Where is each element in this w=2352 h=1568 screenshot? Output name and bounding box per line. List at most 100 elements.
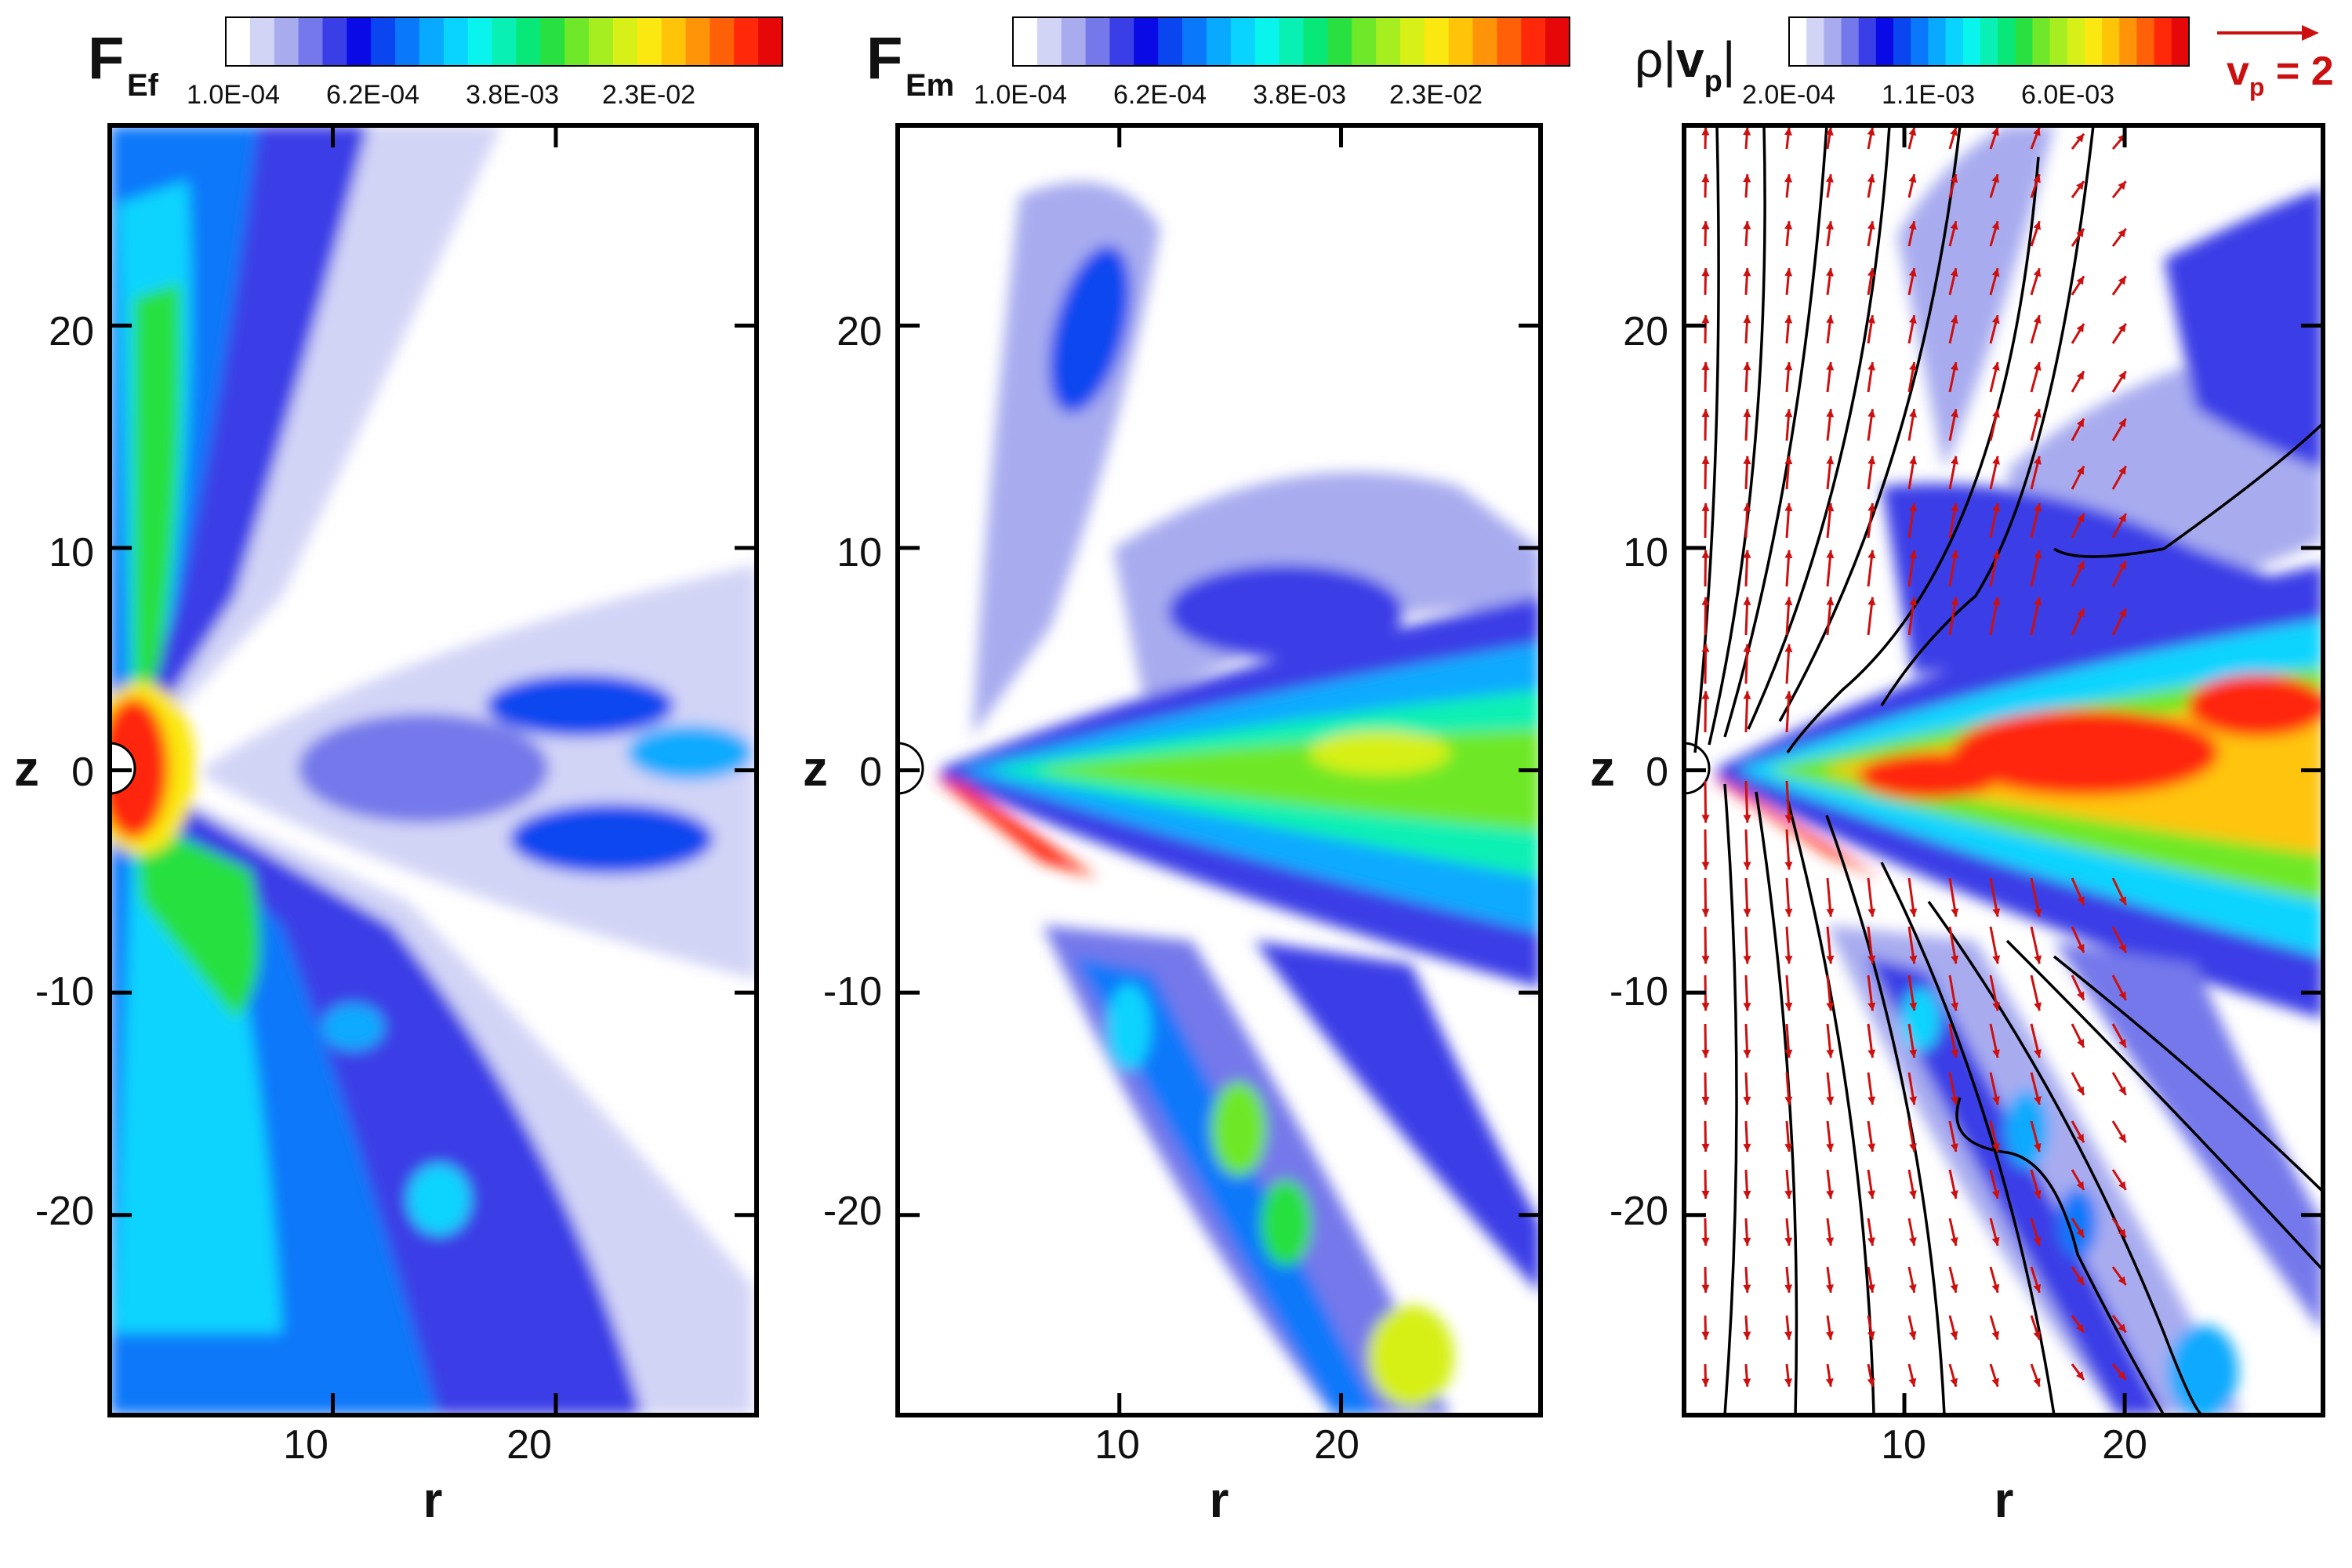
velocity-vector-head <box>1826 362 1835 371</box>
velocity-vector-head <box>1743 315 1751 324</box>
panel-3-x-axis-label: r <box>1994 1472 2014 1528</box>
velocity-vector-head <box>1701 597 1710 605</box>
velocity-vector-head <box>1950 1237 1958 1246</box>
velocity-vector-head <box>1743 691 1751 699</box>
velocity-vector-head <box>1950 127 1958 136</box>
panel-3-x-tick-label: 20 <box>2102 1422 2147 1468</box>
velocity-vector-head <box>1909 456 1918 465</box>
velocity-vector-head <box>1992 1096 2000 1105</box>
velocity-vector-head <box>1743 550 1751 558</box>
velocity-vector-head <box>1826 315 1835 324</box>
panel-2-y-tick-label: 10 <box>837 530 882 575</box>
velocity-vector-head <box>1701 268 1710 277</box>
velocity-vector-head <box>1784 221 1793 230</box>
velocity-vector-head <box>1908 1190 1917 1199</box>
colorbar-swatch <box>1789 17 1807 66</box>
velocity-vector-head <box>1743 503 1751 511</box>
velocity-vector-head <box>1991 268 2000 278</box>
velocity-vector-head <box>1701 503 1710 511</box>
velocity-vector-head <box>2076 1134 2085 1143</box>
colorbar-swatch <box>2015 17 2033 66</box>
velocity-vector-head <box>2118 1323 2126 1333</box>
colorbar-swatch <box>1182 17 1207 66</box>
velocity-vector-head <box>1992 408 2000 418</box>
panel-2-y-tick-label: -10 <box>823 969 882 1014</box>
velocity-vector-head <box>1908 1330 1917 1340</box>
panel-1-title-symbol: F <box>88 25 124 92</box>
colorbar-swatch <box>1013 17 1038 66</box>
colorbar-swatch <box>249 17 275 66</box>
velocity-vector-head <box>1743 1143 1751 1152</box>
panel-1-colorbar-label-1: 1.0E-04 <box>187 80 280 110</box>
velocity-vector-head <box>1908 268 1917 277</box>
panel-2-title-symbol: F <box>866 25 902 92</box>
velocity-vector-head <box>2118 1229 2126 1238</box>
velocity-vector-head <box>1701 315 1710 324</box>
panel-1-colorbar-label-4: 2.3E-02 <box>602 80 695 110</box>
velocity-vector-head <box>1991 315 2000 324</box>
colorbar-swatch <box>1109 17 1134 66</box>
velocity-vector-head <box>2076 371 2085 380</box>
velocity-vector-head <box>2118 1134 2126 1143</box>
velocity-vector-head <box>1909 550 1918 559</box>
field-line <box>1825 815 1946 1415</box>
velocity-vector-head <box>2034 597 2042 606</box>
panel-3-field <box>1684 125 2323 1415</box>
velocity-vector-head <box>1826 268 1834 277</box>
velocity-vector-head <box>1867 503 1876 512</box>
panel-1-colorbar: 1.0E-04 6.2E-04 3.8E-03 2.3E-02 <box>187 16 783 110</box>
colorbar-swatch <box>1806 17 1824 66</box>
field-line <box>1880 125 2095 706</box>
panel-3-x-tick-label: 10 <box>1881 1422 1926 1468</box>
velocity-vector-head <box>1701 1237 1710 1246</box>
velocity-vector-head <box>1908 1237 1917 1246</box>
velocity-vector-head <box>1867 550 1876 559</box>
velocity-vector-head <box>2076 1276 2085 1285</box>
velocity-vector-head <box>1991 1143 2000 1152</box>
velocity-vector-head <box>1743 1190 1751 1199</box>
velocity-vector-head <box>1701 127 1710 136</box>
panel-1-title: F Ef <box>88 25 159 103</box>
velocity-vector-head <box>1701 408 1710 418</box>
colorbar-swatch <box>226 17 251 66</box>
colorbar-swatch <box>1928 17 1947 66</box>
velocity-vector-head <box>1784 1237 1793 1246</box>
field-line <box>2005 939 2323 1272</box>
velocity-vector-head <box>2077 943 2085 953</box>
velocity-vector-head <box>1701 456 1710 464</box>
velocity-vector-head <box>1743 1378 1751 1387</box>
velocity-vector-head <box>1826 1190 1835 1199</box>
velocity-vector-head <box>2034 1049 2042 1058</box>
velocity-vector-head <box>1784 1284 1793 1293</box>
velocity-vector-head <box>1950 268 1958 278</box>
velocity-vector-head <box>1743 1049 1751 1058</box>
colorbar-swatch <box>1061 17 1087 66</box>
colorbar-swatch <box>1945 17 1964 66</box>
velocity-vector-head <box>2118 323 2126 332</box>
velocity-vector-head <box>1826 597 1835 606</box>
velocity-vector-head <box>1909 503 1918 512</box>
colorbar-swatch <box>1893 17 1911 66</box>
velocity-vector-head <box>1908 127 1917 136</box>
panel-3-colorbar-label-2: 1.1E-03 <box>1882 80 1975 110</box>
colorbar-swatch <box>1911 17 1929 66</box>
colorbar-swatch <box>347 17 372 66</box>
panel-2-field <box>898 125 1541 1415</box>
velocity-vector-head <box>2076 181 2085 191</box>
velocity-vector-head <box>2033 1236 2042 1246</box>
velocity-vector-head <box>2033 408 2042 418</box>
velocity-vector-head <box>1867 1143 1876 1152</box>
colorbar-swatch <box>2032 17 2051 66</box>
colorbar-swatch <box>1962 17 1981 66</box>
field-line <box>2053 422 2323 558</box>
panel-1-y-tick-label: 10 <box>49 530 94 575</box>
velocity-vector-head <box>1950 221 1958 230</box>
colorbar-swatch <box>2154 17 2172 66</box>
velocity-vector-head <box>2118 1276 2126 1285</box>
velocity-vector-head <box>1784 127 1792 136</box>
velocity-vector-head <box>2034 908 2042 917</box>
velocity-vector-head <box>1867 597 1876 606</box>
velocity-vector-head <box>1784 644 1793 652</box>
velocity-vector-head <box>1908 1284 1917 1293</box>
velocity-vector-head <box>1909 362 1917 371</box>
